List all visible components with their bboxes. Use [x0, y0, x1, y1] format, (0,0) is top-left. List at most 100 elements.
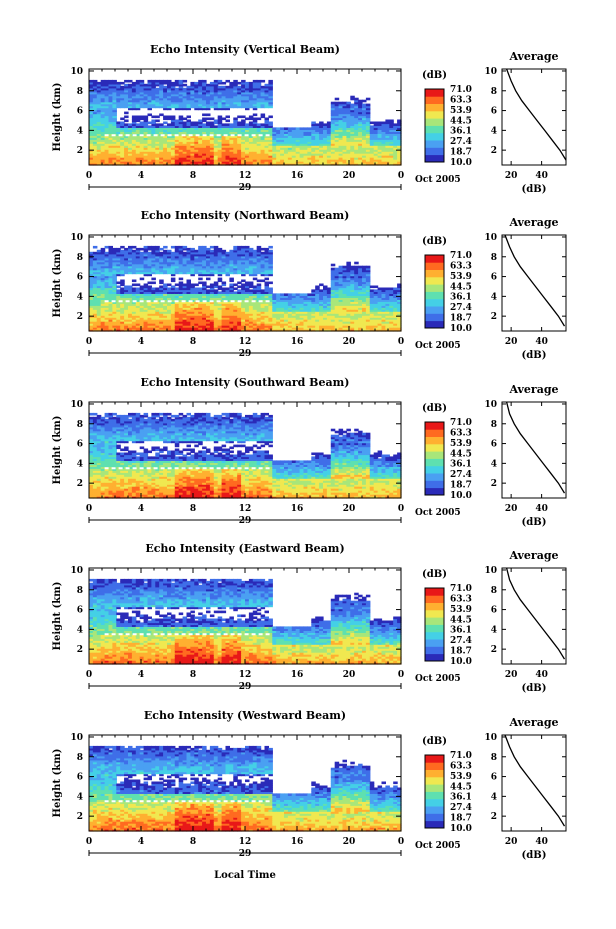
heatmap-cell: [92, 295, 98, 298]
heatmap-cell: [104, 91, 110, 95]
x-tick-label: 16: [291, 171, 304, 181]
heatmap-cell: [163, 97, 168, 101]
heatmap-cell: [241, 289, 246, 292]
heatmap-cell: [159, 291, 164, 294]
heatmap-cell: [264, 139, 269, 142]
heatmap-cell: [323, 301, 328, 304]
heatmap-cell: [170, 299, 176, 302]
heatmap-cell: [287, 319, 293, 322]
heatmap-cell: [206, 139, 211, 142]
heatmap-cell: [241, 325, 246, 328]
heatmap-cell: [373, 137, 379, 140]
heatmap-cell: [326, 161, 332, 164]
heatmap-cell: [342, 127, 347, 130]
heatmap-cell: [291, 141, 297, 144]
heatmap-cell: [346, 101, 351, 105]
heatmap-cell: [96, 117, 102, 121]
heatmap-cell: [397, 127, 402, 130]
heatmap-cell: [280, 153, 285, 156]
heatmap-cell: [178, 133, 184, 136]
heatmap-cell: [202, 297, 207, 300]
heatmap-cell: [178, 291, 184, 294]
heatmap-cell: [100, 137, 106, 140]
heatmap-cell: [120, 303, 125, 306]
heatmap-cell: [237, 121, 242, 125]
heatmap-cell: [280, 133, 285, 136]
heatmap-cell: [194, 87, 199, 91]
heatmap-cell: [147, 131, 152, 134]
heatmap-cell: [338, 119, 344, 123]
heatmap-cell: [248, 297, 254, 300]
heatmap-cell: [365, 103, 371, 107]
heatmap-cell: [326, 141, 332, 144]
heatmap-cell: [92, 83, 98, 87]
heatmap-cell: [229, 93, 234, 97]
heatmap-cell: [147, 161, 152, 164]
heatmap-cell: [151, 257, 156, 261]
heatmap-cell: [311, 309, 316, 312]
heatmap-cell: [268, 97, 273, 101]
heatmap-cell: [217, 129, 223, 132]
heatmap-cell: [381, 155, 386, 158]
heatmap-cell: [202, 323, 207, 326]
heatmap-cell: [174, 121, 180, 125]
heatmap-cell: [280, 299, 285, 302]
heatmap-cell: [346, 139, 351, 142]
heatmap-cell: [120, 319, 125, 322]
heatmap-cell: [225, 269, 230, 273]
heatmap-cell: [260, 309, 266, 312]
heatmap-cell: [116, 83, 121, 87]
heatmap-cell: [170, 321, 176, 324]
heatmap-cell: [319, 143, 324, 146]
heatmap-cell: [362, 155, 367, 158]
heatmap-cell: [225, 305, 230, 308]
heatmap-cell: [229, 249, 234, 253]
heatmap-cell: [170, 267, 176, 271]
heatmap-cell: [295, 309, 301, 312]
heatmap-cell: [256, 301, 262, 304]
heatmap-cell: [330, 281, 336, 285]
heatmap-cell: [120, 269, 125, 273]
heatmap-cell: [362, 153, 367, 156]
heatmap-cell: [108, 253, 113, 257]
heatmap-cell: [92, 275, 98, 279]
heatmap-cell: [116, 129, 121, 132]
heatmap-cell: [334, 101, 340, 105]
heatmap-cell: [178, 327, 184, 330]
heatmap-cell: [373, 141, 379, 144]
heatmap-cell: [280, 135, 285, 138]
heatmap-cell: [96, 303, 102, 306]
heatmap-cell: [155, 147, 160, 150]
heatmap-cell: [190, 253, 195, 257]
heatmap-cell: [365, 115, 371, 119]
heatmap-cell: [233, 309, 238, 312]
heatmap-cell: [104, 147, 110, 150]
heatmap-cell: [245, 105, 250, 109]
heatmap-cell: [260, 145, 266, 148]
heatmap-cell: [221, 89, 227, 93]
heatmap-cell: [326, 305, 332, 308]
heatmap-cell: [170, 119, 176, 123]
heatmap-cell: [108, 255, 113, 259]
heatmap-cell: [342, 313, 347, 316]
heatmap-cell: [217, 305, 223, 308]
heatmap-cell: [182, 247, 188, 251]
heatmap-cell: [124, 127, 129, 130]
heatmap-cell: [350, 119, 355, 123]
heatmap-cell: [89, 307, 94, 310]
heatmap-cell: [229, 295, 234, 298]
heatmap-cell: [272, 141, 277, 144]
heatmap-cell: [245, 269, 250, 273]
heatmap-cell: [170, 89, 176, 93]
heatmap-cell: [330, 147, 336, 150]
heatmap-cell: [116, 273, 121, 277]
heatmap-cell: [155, 325, 160, 328]
heatmap-cell: [120, 261, 125, 265]
heatmap-cell: [135, 159, 141, 162]
heatmap-cell: [264, 281, 269, 285]
heatmap-cell: [213, 141, 219, 144]
heatmap-cell: [221, 131, 227, 134]
heatmap-cell: [159, 295, 164, 298]
heatmap-cell: [139, 291, 145, 294]
heatmap-cell: [159, 329, 164, 332]
